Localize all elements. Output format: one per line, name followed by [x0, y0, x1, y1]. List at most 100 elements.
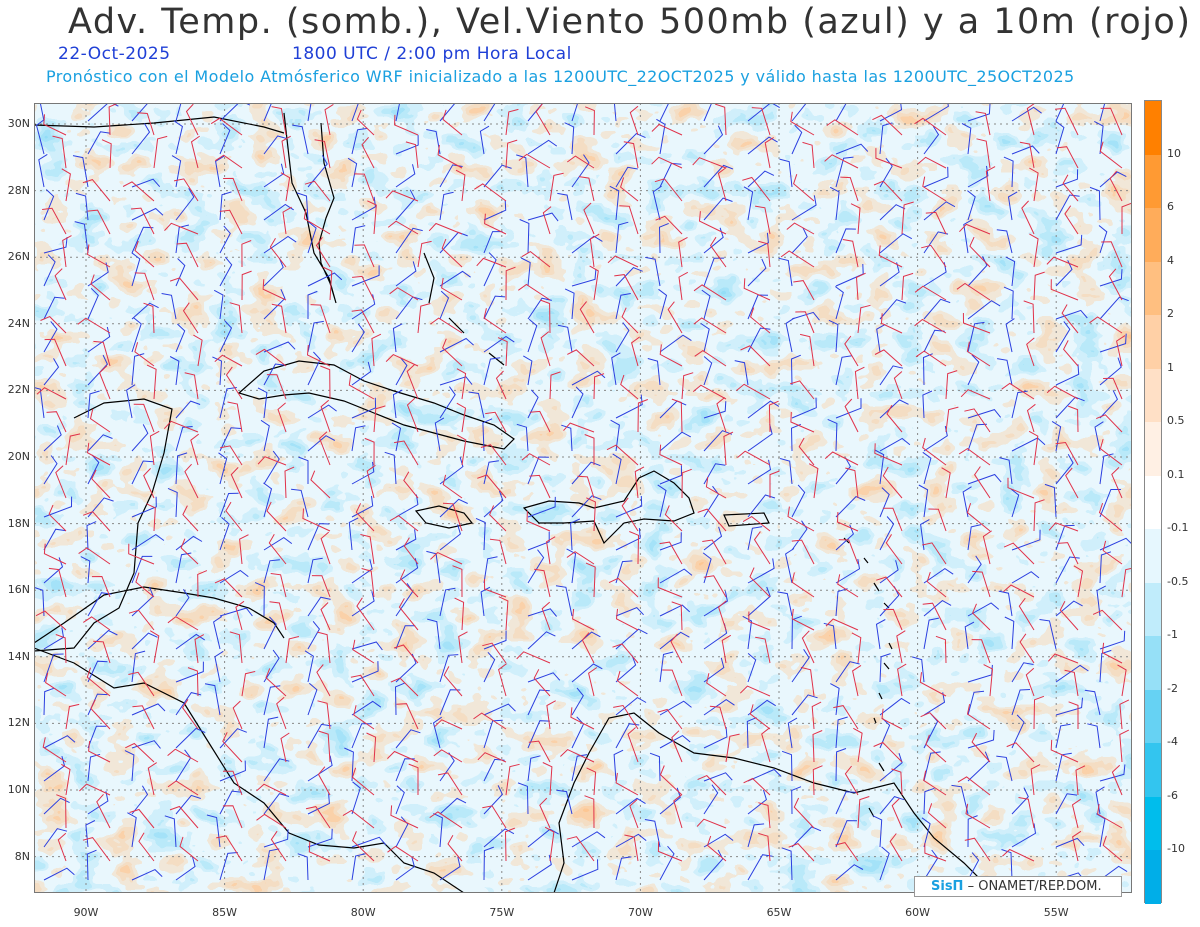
upper-wind-barb: [1005, 318, 1015, 353]
upper-wind-barb: [1099, 296, 1129, 320]
upper-wind-barb: [439, 290, 450, 320]
surface-wind-barb: [521, 453, 551, 466]
upper-wind-barb: [835, 820, 858, 848]
upper-wind-barb: [613, 103, 617, 122]
surface-wind-barb: [629, 531, 640, 565]
surface-wind-barb: [876, 576, 903, 598]
upper-wind-barb: [1096, 585, 1107, 617]
surface-wind-barb: [606, 444, 639, 466]
surface-wind-barb: [1092, 609, 1123, 631]
upper-wind-barb: [879, 753, 903, 782]
surface-wind-barb: [180, 538, 199, 565]
surface-wind-barb: [791, 572, 815, 598]
upper-wind-barb: [218, 452, 228, 485]
upper-wind-barb: [570, 518, 581, 551]
surface-wind-barb: [567, 349, 595, 367]
upper-wind-barb: [835, 661, 860, 683]
surface-wind-barb: [1029, 233, 1039, 268]
upper-wind-barb: [1087, 723, 1101, 749]
surface-wind-barb: [56, 794, 67, 829]
upper-wind-barb: [219, 492, 239, 518]
upper-wind-barb: [87, 454, 100, 485]
upper-wind-barb: [835, 588, 848, 617]
upper-wind-barb: [921, 817, 931, 848]
surface-wind-barb: [623, 141, 639, 169]
colorbar-segment: [1145, 636, 1161, 691]
surface-wind-barb: [43, 543, 67, 565]
surface-wind-barb: [875, 148, 903, 169]
upper-wind-barb: [571, 386, 584, 419]
upper-wind-barb: [434, 417, 445, 452]
upper-wind-barb: [879, 204, 906, 221]
surface-wind-barb: [271, 303, 287, 334]
upper-wind-barb: [703, 657, 725, 683]
surface-wind-barb: [360, 534, 375, 565]
upper-wind-barb: [427, 618, 441, 650]
surface-wind-barb: [838, 539, 859, 565]
colorbar-label: -4: [1167, 735, 1178, 749]
surface-wind-barb: [607, 255, 639, 268]
upper-wind-barb: [747, 258, 767, 287]
upper-wind-barb: [561, 424, 573, 452]
surface-wind-barb: [185, 103, 199, 136]
surface-wind-barb: [692, 384, 727, 400]
upper-wind-barb: [34, 586, 45, 617]
surface-wind-barb: [546, 536, 556, 565]
upper-wind-barb: [962, 486, 972, 518]
surface-wind-barb: [394, 440, 419, 466]
surface-wind-barb: [303, 208, 331, 235]
upper-wind-barb: [967, 690, 985, 716]
upper-wind-barb: [571, 631, 601, 650]
surface-wind-barb: [371, 333, 382, 367]
upper-wind-barb: [649, 752, 661, 782]
upper-wind-barb: [263, 363, 286, 386]
surface-wind-barb: [1028, 430, 1039, 466]
upper-wind-barb: [307, 320, 324, 353]
surface-wind-barb: [83, 511, 111, 532]
upper-wind-barb: [433, 812, 443, 848]
surface-wind-barb: [588, 667, 598, 697]
upper-wind-barb: [1055, 234, 1083, 254]
surface-wind-barb: [505, 108, 519, 136]
upper-wind-barb: [439, 191, 454, 221]
surface-wind-barb: [922, 437, 947, 466]
surface-wind-barb: [128, 609, 155, 631]
upper-wind-barb: [791, 520, 808, 551]
upper-wind-barb: [527, 212, 559, 222]
surface-wind-barb: [612, 643, 639, 664]
valid-time: 1800 UTC / 2:00 pm Hora Local: [292, 44, 572, 64]
upper-wind-barb: [1099, 357, 1122, 386]
upper-wind-barb: [1055, 364, 1080, 386]
upper-wind-barb: [791, 484, 806, 518]
upper-wind-barb: [483, 200, 507, 221]
upper-wind-barb: [263, 793, 290, 815]
surface-wind-barb: [1096, 414, 1123, 433]
surface-wind-barb: [549, 371, 561, 400]
surface-wind-barb: [169, 277, 199, 301]
surface-wind-barb: [544, 826, 555, 862]
surface-wind-barb: [93, 640, 111, 664]
upper-wind-barb: [967, 555, 982, 584]
surface-wind-barb: [1047, 653, 1079, 664]
surface-wind-barb: [442, 474, 463, 499]
coast-florida: [283, 112, 337, 304]
surface-wind-barb: [928, 508, 947, 532]
upper-wind-barb: [307, 793, 330, 815]
surface-wind-barb: [671, 730, 683, 763]
upper-wind-barb: [659, 568, 693, 584]
surface-wind-barb: [577, 475, 595, 499]
surface-wind-barb: [91, 469, 111, 499]
upper-wind-barb: [307, 272, 343, 287]
colorbar-label: 1: [1167, 360, 1174, 374]
surface-wind-barb: [725, 733, 740, 763]
lat-label: 26N: [7, 250, 30, 264]
surface-wind-barb: [408, 763, 419, 795]
surface-wind-barb: [584, 795, 595, 829]
upper-wind-barb: [923, 787, 935, 815]
surface-wind-barb: [241, 240, 252, 268]
surface-wind-barb: [539, 797, 551, 829]
upper-wind-barb: [571, 859, 599, 881]
surface-wind-barb: [86, 667, 111, 697]
surface-wind-barb: [825, 618, 859, 631]
upper-wind-barb: [703, 257, 725, 287]
